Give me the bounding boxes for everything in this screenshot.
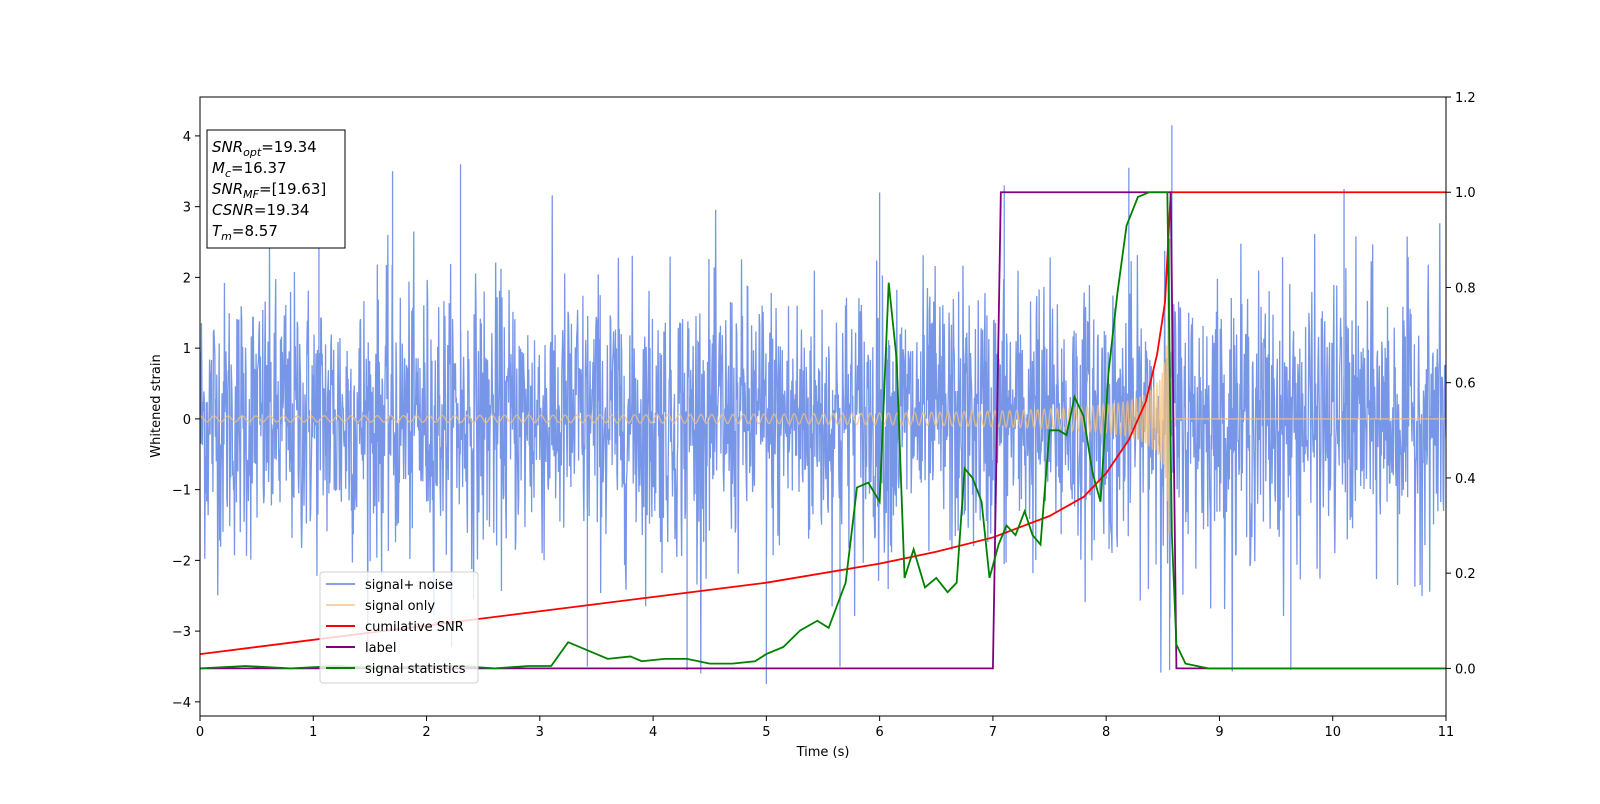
legend-label: signal only xyxy=(365,599,435,614)
x-tick-label: 9 xyxy=(1215,725,1223,740)
annotation-line: CSNR=19.34 xyxy=(212,201,309,219)
y-tick-label: −2 xyxy=(172,554,191,569)
annotation-subscript: MF xyxy=(243,188,259,201)
y2-tick-label: 0.0 xyxy=(1455,662,1476,677)
plot-frame xyxy=(199,96,1447,717)
legend-label: label xyxy=(365,641,396,656)
y-tick-label: 3 xyxy=(183,201,191,216)
annotation-value: =16.37 xyxy=(231,159,287,177)
series-layer xyxy=(200,125,1446,685)
x-tick-label: 10 xyxy=(1324,725,1341,740)
x-axis: 0 1 2 3 4 5 6 7 8 9 10 11 xyxy=(196,716,1454,740)
x-tick-label: 1 xyxy=(309,725,317,740)
y-tick-label: −3 xyxy=(172,625,191,640)
x-tick-label: 5 xyxy=(762,725,770,740)
x-tick-label: 8 xyxy=(1102,725,1110,740)
annotation-frame xyxy=(206,129,346,249)
legend: signal+ noise signal only cumilative SNR la… xyxy=(319,571,479,684)
annotation-symbol: CSNR xyxy=(212,201,254,219)
y-tick-label: 4 xyxy=(183,130,191,145)
y-tick-label: 1 xyxy=(183,342,191,357)
annotation-value: =[19.63] xyxy=(259,180,326,198)
x-tick-label: 4 xyxy=(649,725,657,740)
annotation-value: =8.57 xyxy=(232,222,278,240)
y-tick-label: 0 xyxy=(183,413,191,428)
annotation-line: Mc=16.37 xyxy=(212,159,287,180)
y-axis-label: Whitened strain xyxy=(149,354,164,457)
annotation-value: =19.34 xyxy=(254,201,310,219)
series-line-signal-only xyxy=(200,306,1446,534)
annotation-symbol: T xyxy=(212,222,223,240)
annotation-line: SNRMF=[19.63] xyxy=(212,180,326,201)
legend-label: signal statistics xyxy=(365,662,466,677)
y2-tick-label: 0.2 xyxy=(1455,567,1476,582)
annotation-value: =19.34 xyxy=(261,138,317,156)
y-axis-right: 0.0 0.2 0.4 0.6 0.8 1.0 1.2 xyxy=(1446,91,1476,677)
y-tick-label: 2 xyxy=(183,271,191,286)
y2-tick-label: 0.6 xyxy=(1455,377,1476,392)
legend-frame xyxy=(319,571,479,684)
annotation-subscript: c xyxy=(225,167,231,180)
annotation-box: SNRopt=19.34Mc=16.37SNRMF=[19.63]CSNR=19… xyxy=(206,129,346,249)
series-line-signal-statistics xyxy=(200,191,1446,670)
annotation-symbol: SNR xyxy=(212,180,243,198)
x-tick-label: 3 xyxy=(536,725,544,740)
x-tick-label: 2 xyxy=(422,725,430,740)
annotation-symbol: M xyxy=(212,159,225,177)
y-tick-label: −1 xyxy=(172,484,191,499)
y2-tick-label: 0.8 xyxy=(1455,281,1476,296)
y2-tick-label: 0.4 xyxy=(1455,472,1476,487)
annotation-line: Tm=8.57 xyxy=(212,222,278,243)
annotation-symbol: SNR xyxy=(212,138,243,156)
x-tick-label: 0 xyxy=(196,725,204,740)
annotation-subscript: opt xyxy=(243,146,262,159)
x-tick-label: 11 xyxy=(1438,725,1455,740)
annotation-subscript: m xyxy=(221,230,232,243)
legend-label: cumilative SNR xyxy=(365,620,464,635)
y-axis-left: −4 −3 −2 −1 0 1 2 3 4 xyxy=(172,130,200,711)
x-tick-label: 7 xyxy=(989,725,997,740)
series-line-cumulative-snr xyxy=(200,191,1446,655)
y2-tick-label: 1.2 xyxy=(1455,91,1476,106)
legend-label: signal+ noise xyxy=(365,578,453,593)
annotation-line: SNRopt=19.34 xyxy=(212,138,317,159)
y-tick-label: −4 xyxy=(172,696,191,711)
x-tick-label: 6 xyxy=(875,725,883,740)
y2-tick-label: 1.0 xyxy=(1455,186,1476,201)
x-axis-label: Time (s) xyxy=(796,745,850,760)
